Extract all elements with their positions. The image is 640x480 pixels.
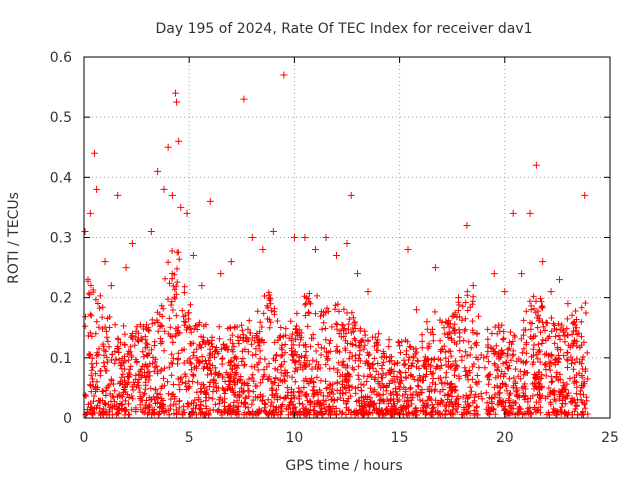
data-point xyxy=(412,306,420,314)
data-point xyxy=(431,264,439,272)
data-point xyxy=(375,330,383,338)
data-point xyxy=(183,209,191,217)
data-point xyxy=(164,143,172,151)
dense-marker-cloud xyxy=(82,248,591,418)
data-point xyxy=(490,270,498,278)
data-point xyxy=(177,203,185,211)
x-tick-label: 15 xyxy=(391,430,409,446)
data-point xyxy=(280,71,288,79)
data-point xyxy=(301,234,309,241)
data-point xyxy=(290,234,298,241)
data-point xyxy=(532,161,540,169)
data-point xyxy=(259,246,267,254)
data-point xyxy=(385,336,393,344)
data-point xyxy=(364,288,372,296)
data-point xyxy=(93,185,101,193)
y-tick-label: 0.5 xyxy=(50,110,72,126)
data-point xyxy=(154,167,162,175)
data-point xyxy=(189,252,197,260)
y-tick-label: 0.1 xyxy=(50,351,72,367)
data-point xyxy=(556,276,564,284)
data-point xyxy=(114,191,122,199)
data-point xyxy=(518,270,526,278)
x-tick-label: 5 xyxy=(185,430,194,446)
data-point xyxy=(526,209,534,217)
data-points xyxy=(81,71,589,362)
data-point xyxy=(269,227,277,235)
axis-ticks xyxy=(83,56,611,419)
data-point xyxy=(172,89,180,97)
x-tick-label: 0 xyxy=(80,430,89,446)
data-point xyxy=(86,209,94,217)
y-tick-label: 0 xyxy=(63,411,72,427)
y-tick-label: 0.3 xyxy=(50,231,72,247)
data-point xyxy=(332,252,340,260)
data-point xyxy=(404,246,412,254)
data-point xyxy=(101,258,109,266)
x-tick-label: 25 xyxy=(601,430,619,446)
data-point xyxy=(547,288,555,296)
data-point xyxy=(396,342,404,350)
y-tick-label: 0.2 xyxy=(50,291,72,307)
data-point xyxy=(423,318,431,326)
data-point xyxy=(122,264,130,272)
data-point xyxy=(168,191,176,199)
data-point xyxy=(442,318,450,326)
data-dense-band xyxy=(82,248,591,418)
data-point xyxy=(343,240,351,248)
data-point xyxy=(347,191,355,199)
data-point xyxy=(354,270,362,278)
data-point xyxy=(81,227,89,235)
x-tick-label: 20 xyxy=(496,430,514,446)
data-point xyxy=(160,185,168,193)
data-point xyxy=(147,227,155,235)
data-point xyxy=(455,294,463,302)
data-point xyxy=(463,221,471,229)
data-point xyxy=(173,98,181,106)
data-point xyxy=(311,246,319,254)
data-point xyxy=(206,197,214,205)
data-point xyxy=(217,270,225,278)
data-point xyxy=(128,240,136,248)
chart-title: Day 195 of 2024, Rate Of TEC Index for r… xyxy=(155,21,532,37)
data-point xyxy=(175,137,183,145)
data-point xyxy=(322,234,330,241)
data-point xyxy=(572,324,580,332)
data-point xyxy=(107,282,115,290)
data-point xyxy=(469,282,477,290)
data-point xyxy=(564,300,572,308)
data-point xyxy=(509,209,517,217)
data-point xyxy=(539,258,547,266)
data-point xyxy=(480,354,488,362)
y-tick-label: 0.4 xyxy=(50,170,72,186)
x-tick-label: 10 xyxy=(285,430,303,446)
x-tick-labels: 0 5 10 15 20 25 xyxy=(80,430,619,446)
y-tick-label: 0.6 xyxy=(50,50,72,66)
data-point xyxy=(501,288,509,296)
data-point xyxy=(240,95,248,103)
y-axis-label: ROTI / TECUs xyxy=(6,192,22,284)
data-point xyxy=(91,149,99,157)
data-point xyxy=(248,234,256,241)
data-point xyxy=(198,282,206,290)
y-tick-labels: 0 0.1 0.2 0.3 0.4 0.5 0.6 xyxy=(50,50,72,427)
data-point xyxy=(581,191,589,199)
x-axis-label: GPS time / hours xyxy=(285,458,402,474)
data-point xyxy=(227,258,235,266)
